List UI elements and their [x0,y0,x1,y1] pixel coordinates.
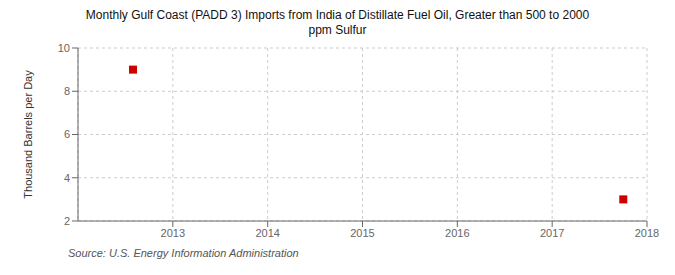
html-text:ppm Sulfur: ppm Sulfur [308,23,367,37]
svg-text:10: 10 [58,42,70,54]
svg-text:2018: 2018 [635,227,659,239]
svg-text:8: 8 [64,85,70,97]
html-text:Source: U.S. Energy Informatio: Source: U.S. Energy Information Administ… [68,247,299,259]
svg-text:4: 4 [64,172,70,184]
svg-text:2016: 2016 [445,227,469,239]
svg-text:2014: 2014 [255,227,279,239]
svg-text:Thousand Barrels per Day: Thousand Barrels per Day [22,70,34,199]
html-text:Monthly Gulf Coast (PADD 3) Im: Monthly Gulf Coast (PADD 3) Imports from… [85,8,590,22]
svg-text:6: 6 [64,128,70,140]
svg-text:2017: 2017 [540,227,564,239]
svg-text:2015: 2015 [350,227,374,239]
svg-text:2013: 2013 [161,227,185,239]
svg-text:2: 2 [64,215,70,227]
